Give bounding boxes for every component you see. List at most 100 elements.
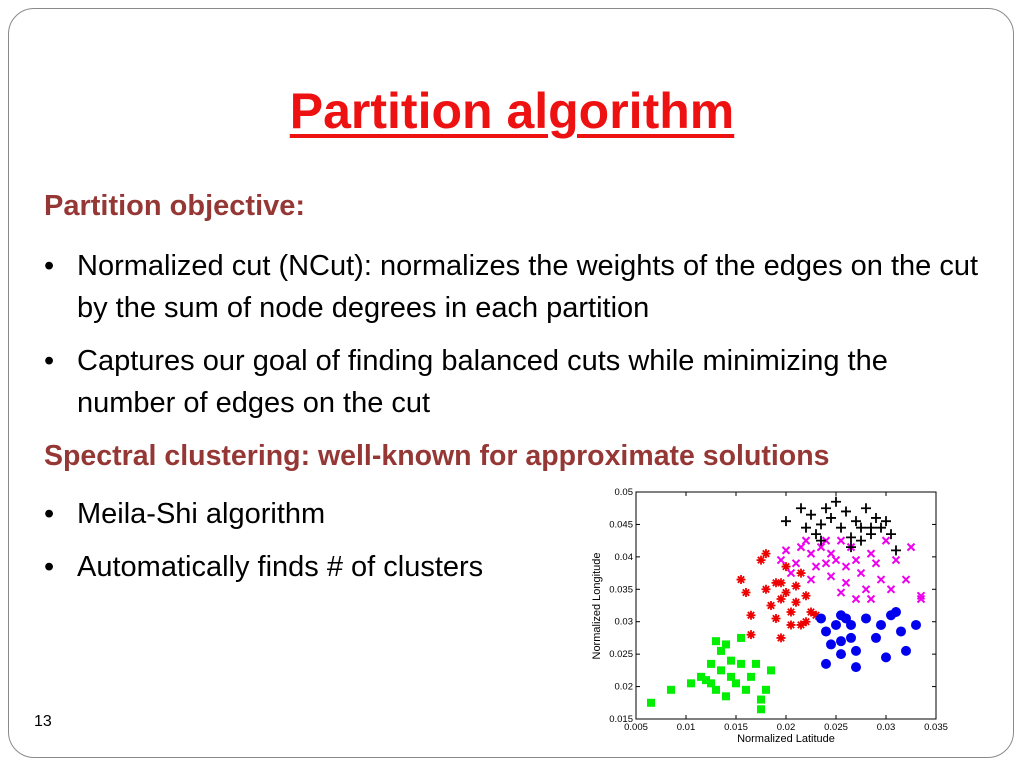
data-point-asterisk: [761, 584, 771, 594]
y-tick-label: 0.015: [609, 714, 633, 725]
data-point-circle: [876, 619, 886, 630]
bullet-item: • Meila-Shi algorithm: [44, 493, 325, 535]
data-point-plus: [816, 535, 826, 546]
data-point-x: [806, 549, 816, 558]
data-point-square: [687, 679, 695, 688]
data-point-asterisk: [736, 575, 746, 585]
data-point-x: [851, 555, 861, 565]
data-point-plus: [841, 506, 851, 517]
data-point-square: [757, 695, 765, 704]
slide-frame: [8, 8, 1014, 758]
x-tick-label: 0.03: [877, 722, 896, 733]
data-point-plus: [846, 542, 856, 553]
data-point-square: [722, 640, 730, 649]
data-point-circle: [871, 632, 881, 643]
data-point-asterisk: [786, 620, 796, 630]
data-point-square: [757, 705, 765, 714]
section-heading-spectral-clustering: Spectral clustering: well-known for appr…: [44, 440, 830, 472]
data-point-x: [916, 594, 926, 604]
y-tick-label: 0.03: [615, 617, 634, 628]
data-point-x: [841, 562, 851, 571]
data-point-x: [781, 546, 791, 555]
bullet-text: Automatically finds # of clusters: [77, 551, 484, 583]
y-tick-label: 0.025: [609, 649, 633, 660]
data-point-x: [801, 536, 811, 545]
data-point-square: [727, 672, 735, 681]
data-point-plus: [856, 522, 866, 533]
data-point-square: [732, 679, 740, 688]
data-point-square: [742, 685, 750, 694]
data-point-square: [707, 659, 715, 668]
data-point-circle: [836, 649, 846, 660]
data-point-square: [747, 672, 755, 681]
data-point-asterisk: [781, 588, 791, 598]
data-point-asterisk: [791, 597, 801, 607]
data-point-asterisk: [781, 562, 791, 572]
y-axis-label: Normalized Longitude: [591, 552, 603, 659]
data-point-asterisk: [796, 620, 806, 630]
page-number: 13: [34, 713, 52, 730]
data-point-asterisk: [811, 610, 821, 620]
data-point-x: [871, 559, 881, 568]
data-point-asterisk: [771, 613, 781, 623]
data-point-plus: [781, 516, 791, 527]
axis-ticks: 0.005 0.01 0.015 0.02 0.025 0.03 0.035 0.015 0.0…: [609, 487, 948, 733]
slide-title: Partition algorithm: [289, 83, 735, 139]
data-point-asterisk: [771, 578, 781, 588]
x-tick-label: 0.005: [624, 722, 648, 733]
data-point-plus: [821, 503, 831, 514]
data-point-plus: [811, 529, 821, 540]
data-point-square: [647, 698, 655, 707]
data-point-x: [916, 591, 926, 600]
data-point-x: [811, 562, 821, 571]
data-point-circle: [911, 619, 921, 630]
data-point-x: [836, 536, 846, 545]
x-axis-label: Normalized Latitude: [737, 733, 835, 745]
data-point-circle: [851, 645, 861, 656]
data-point-plus: [831, 496, 841, 507]
data-point-x: [841, 578, 851, 588]
x-tick-label: 0.025: [824, 722, 848, 733]
data-point-plus: [806, 509, 816, 520]
bullet-text: Meila-Shi algorithm: [77, 498, 326, 530]
data-point-circle: [821, 626, 831, 637]
data-point-plus: [886, 529, 896, 540]
data-point-x: [881, 536, 891, 545]
y-tick-label: 0.045: [609, 519, 633, 530]
data-point-circle: [821, 658, 831, 669]
y-tick-label: 0.05: [615, 487, 634, 498]
y-tick-label: 0.035: [609, 584, 633, 595]
y-tick-label: 0.02: [615, 682, 634, 693]
section-heading-partition-objective: Partition objective:: [44, 190, 306, 222]
data-points: [647, 496, 926, 714]
data-point-plus: [796, 503, 806, 514]
x-tick-label: 0.015: [724, 722, 748, 733]
bullet-icon: •: [44, 551, 55, 583]
y-tick-label: 0.04: [615, 552, 634, 563]
bullet-item: • Captures our goal of finding balanced …: [44, 340, 989, 424]
data-point-asterisk: [746, 630, 756, 640]
data-point-square: [717, 646, 725, 655]
data-point-plus: [881, 516, 891, 527]
data-point-square: [752, 659, 760, 668]
data-point-circle: [881, 652, 891, 663]
data-point-square: [712, 685, 720, 694]
data-point-x: [866, 594, 876, 604]
data-point-square: [762, 685, 770, 694]
x-tick-label: 0.02: [777, 722, 796, 733]
data-point-x: [816, 542, 826, 552]
data-point-square: [727, 656, 735, 665]
data-point-plus: [846, 532, 856, 543]
data-point-asterisk: [756, 555, 766, 565]
data-point-x: [821, 559, 831, 568]
data-point-x: [856, 568, 866, 578]
data-point-asterisk: [761, 549, 771, 559]
data-point-plus: [861, 503, 871, 514]
data-point-square: [717, 666, 725, 675]
bullet-icon: •: [44, 250, 55, 282]
data-point-x: [826, 549, 836, 558]
data-point-circle: [846, 632, 856, 643]
data-point-plus: [801, 522, 811, 533]
data-point-circle: [886, 610, 896, 621]
data-point-x: [851, 594, 861, 604]
